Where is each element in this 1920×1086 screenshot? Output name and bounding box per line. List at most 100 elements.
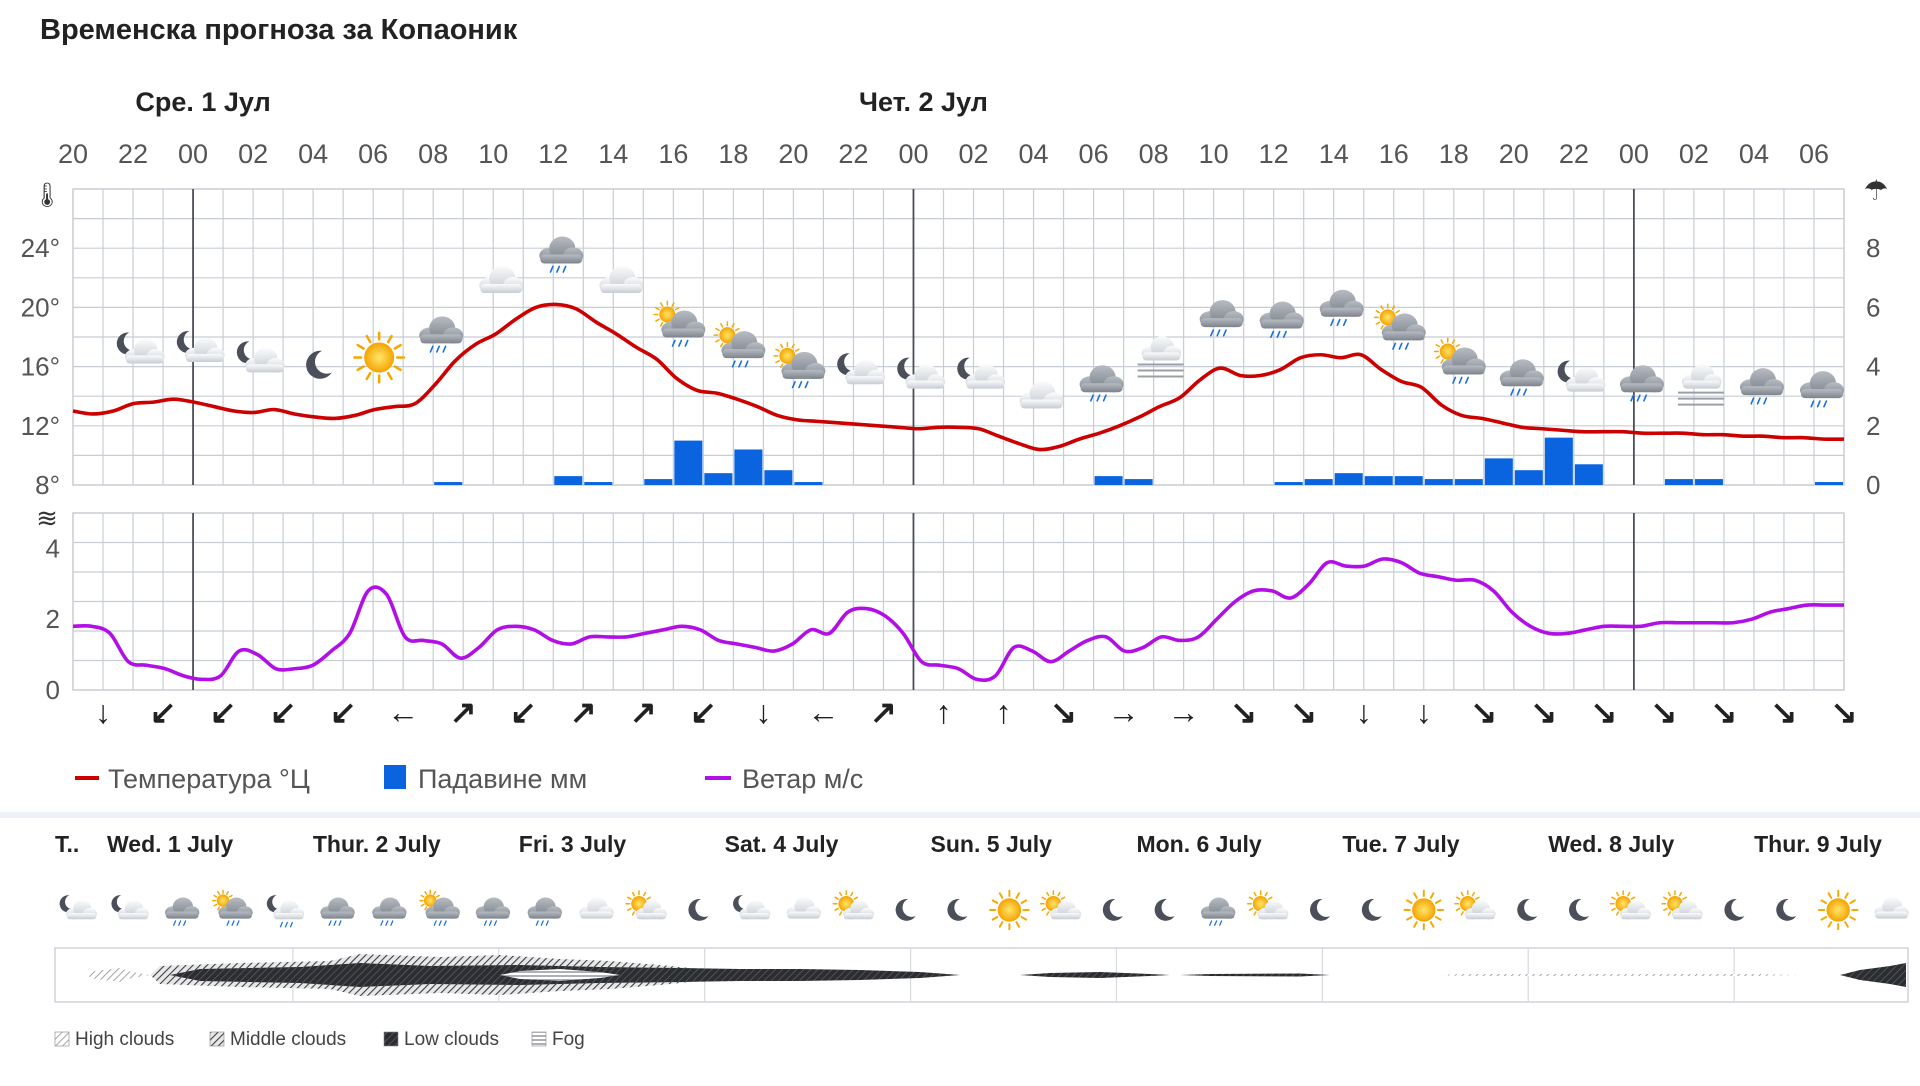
temp-tick: 16° xyxy=(21,352,60,382)
cloud-rain-icon xyxy=(165,897,200,926)
precip-bar xyxy=(764,470,793,485)
moon-icon xyxy=(306,350,332,379)
wind-arrow: ↘ xyxy=(1650,694,1677,730)
cloud-fog-band xyxy=(500,969,620,981)
hour-label: 02 xyxy=(958,139,988,169)
sun-cloud-icon xyxy=(1039,890,1082,920)
wind-arrow: ↗ xyxy=(570,694,597,730)
moon-icon xyxy=(1310,898,1331,921)
wind-arrow: ↙ xyxy=(330,694,357,730)
moon-icon xyxy=(1154,898,1175,921)
wind-arrow: ↑ xyxy=(996,694,1012,730)
cloud-rain-icon xyxy=(1739,368,1784,405)
hour-label: 12 xyxy=(1259,139,1289,169)
cloud-forecast-panel: T.. Wed. 1 July Thur. 2 July Fri. 3 July Sat… xyxy=(54,831,1909,1050)
wind-arrow: ↘ xyxy=(1470,694,1497,730)
moon-icon xyxy=(1517,898,1538,921)
moon-icon xyxy=(1102,898,1123,921)
cloud-moon-icon xyxy=(837,353,886,385)
cloud-moon-icon xyxy=(59,895,97,920)
hour-label: 20 xyxy=(1499,139,1529,169)
hour-label: 06 xyxy=(1799,139,1829,169)
precip-bar xyxy=(1484,458,1513,485)
legend-precip-label: Падавине мм xyxy=(418,764,587,794)
precip-tick: 8 xyxy=(1866,233,1880,263)
precip-bar xyxy=(1424,479,1453,485)
cloud-moon-icon xyxy=(897,357,946,389)
hour-label: 02 xyxy=(1679,139,1709,169)
cloud-rain-icon xyxy=(1799,371,1844,408)
legend-wind-label: Ветар м/с xyxy=(742,764,863,794)
hour-label: 08 xyxy=(1139,139,1169,169)
day-header: Чет. 2 Јул xyxy=(859,87,988,117)
wind-arrow: ↘ xyxy=(1590,694,1617,730)
moon-icon xyxy=(688,898,709,921)
cloud-legend-item: Fog xyxy=(531,1029,585,1050)
moon-icon xyxy=(1361,898,1382,921)
cloud-high-band xyxy=(85,968,150,982)
day-label: Thur. 9 July xyxy=(1754,831,1882,857)
hour-label: 08 xyxy=(418,139,448,169)
hour-label: 16 xyxy=(1379,139,1409,169)
temp-tick: 20° xyxy=(21,292,60,322)
cloud-legend-item: High clouds xyxy=(54,1029,174,1050)
wind-tick: 0 xyxy=(46,675,60,705)
bottom-card: T.. Wed. 1 July Thur. 2 July Fri. 3 July Sat… xyxy=(0,812,1920,1086)
sun-icon xyxy=(1817,889,1859,931)
wind-line xyxy=(72,557,1844,682)
precip-tick: 2 xyxy=(1866,411,1880,441)
cloud-rain-icon xyxy=(475,897,511,926)
precip-bar xyxy=(1394,476,1423,485)
cloud-icon xyxy=(786,897,821,919)
cloud-rain-icon xyxy=(1201,897,1236,926)
sun-icon xyxy=(1403,889,1445,931)
day-label: Sat. 4 July xyxy=(725,831,839,857)
cloud-icon xyxy=(479,266,524,294)
cloud-legend-swatch xyxy=(383,1031,399,1047)
wind-arrow: ↘ xyxy=(1831,694,1858,730)
cloud-moon-icon xyxy=(116,332,165,364)
cloud-icon xyxy=(1019,381,1064,409)
cloud-rain-icon xyxy=(1079,365,1124,402)
cloud-rain-icon xyxy=(320,897,355,926)
cloud-low-band xyxy=(1840,963,1906,987)
wind-arrow: ↘ xyxy=(1530,694,1557,730)
hour-label: 10 xyxy=(1199,139,1229,169)
day-label: Tue. 7 July xyxy=(1342,831,1459,857)
wind-arrow: ↘ xyxy=(1711,694,1738,730)
sun-cloud-rain-icon xyxy=(1373,303,1426,350)
day-label: Fri. 3 July xyxy=(519,831,627,857)
cloud-rain-icon xyxy=(527,897,562,926)
precip-bar xyxy=(1304,479,1333,485)
cloud-moon-icon xyxy=(111,895,149,920)
cloud-legend-label: Low clouds xyxy=(404,1029,499,1050)
wind-arrow: ↗ xyxy=(870,694,897,730)
wind-arrow: ↗ xyxy=(450,694,477,730)
precip-bar xyxy=(1094,476,1123,485)
sun-cloud-rain-icon xyxy=(653,300,706,347)
day-header: Сре. 1 Јул xyxy=(135,87,270,117)
precip-bar xyxy=(1454,479,1483,485)
moon-icon xyxy=(1776,898,1797,921)
precip-tick: 4 xyxy=(1866,352,1880,382)
moon-icon xyxy=(895,898,916,921)
sun-cloud-icon xyxy=(625,890,667,920)
wind-arrow: ↓ xyxy=(1356,694,1372,730)
wind-icon: ≋ xyxy=(36,503,58,533)
cloud-low-band xyxy=(1180,973,1330,977)
hour-label: 10 xyxy=(478,139,508,169)
hour-label: 00 xyxy=(1619,139,1649,169)
cloud-legend-swatch xyxy=(209,1031,225,1047)
sun-cloud-rain-icon xyxy=(1433,337,1486,384)
cloud-icon xyxy=(579,897,614,919)
cloud-moon-icon xyxy=(236,341,285,373)
sun-cloud-rain-icon xyxy=(211,889,253,926)
day-label: T.. xyxy=(55,831,79,857)
precip-bar xyxy=(1694,479,1723,485)
cloud-rain-icon xyxy=(1319,289,1364,327)
page-title: Временска прогноза за Копаоник xyxy=(40,14,518,46)
cloud-high-band xyxy=(1440,974,1800,976)
hour-label: 04 xyxy=(1739,139,1769,169)
precip-bar xyxy=(1364,476,1393,485)
